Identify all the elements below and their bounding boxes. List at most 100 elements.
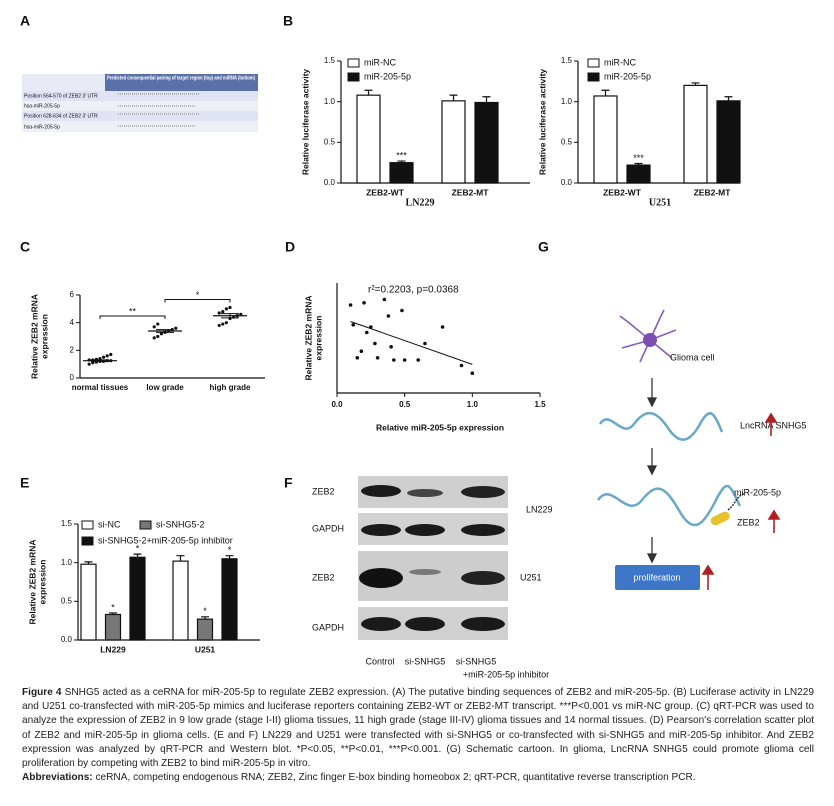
y-tick-label: 1.5 xyxy=(561,56,573,65)
bar xyxy=(221,558,238,641)
lane-label: si-SNHG5 xyxy=(405,656,446,666)
bar xyxy=(356,94,381,184)
significance-label: * xyxy=(196,290,200,300)
data-point xyxy=(156,334,160,339)
legend-label: miR-205-5p xyxy=(604,71,651,81)
table-row-label: hsa-miR-205-5p xyxy=(24,124,60,130)
y-tick-label: 0.5 xyxy=(561,137,573,146)
y-tick-label: 0 xyxy=(70,373,75,382)
blot-row-label: GAPDH xyxy=(312,523,344,533)
data-point xyxy=(224,321,228,325)
blot-bands xyxy=(359,485,505,631)
y-axis-label: Relative ZEB2 mRNA xyxy=(27,539,37,624)
x-axis-label: U251 xyxy=(649,197,671,208)
legend-label: si-SNHG5-2 xyxy=(156,519,205,529)
y-tick-label: 1.0 xyxy=(561,97,573,106)
y-axis-label: expression xyxy=(37,560,47,605)
data-point xyxy=(221,322,225,326)
error-bar xyxy=(601,89,610,96)
y-tick-label: 1.5 xyxy=(324,56,336,65)
data-point xyxy=(362,301,366,305)
significance-label: * xyxy=(111,602,115,612)
bar xyxy=(129,556,146,641)
data-point xyxy=(224,307,228,311)
mirna-strand xyxy=(727,493,745,511)
data-point xyxy=(87,362,91,366)
panel-letter: B xyxy=(283,13,293,29)
bar xyxy=(626,164,651,184)
y-tick-label: 6 xyxy=(70,290,75,299)
y-tick-label: 2 xyxy=(70,345,75,354)
up-arrows xyxy=(701,412,781,590)
legend-swatch xyxy=(81,536,94,546)
blot-row-label: ZEB2 xyxy=(312,572,335,582)
error-bar xyxy=(201,616,209,620)
bar xyxy=(172,560,189,641)
caption-label: Figure 4 xyxy=(22,687,62,698)
error-bar xyxy=(691,82,700,86)
data-point xyxy=(217,323,221,328)
data-point xyxy=(359,349,364,354)
significance-label: ** xyxy=(129,306,137,316)
x-tick-label: high grade xyxy=(210,383,251,392)
error-bar xyxy=(482,96,491,103)
error-bar xyxy=(156,329,174,333)
data-point xyxy=(364,330,369,335)
legend-swatch xyxy=(587,58,600,68)
error-bar xyxy=(91,359,109,363)
x-tick-label: 1.0 xyxy=(467,400,479,409)
data-point xyxy=(351,323,356,327)
panel-letter: A xyxy=(20,13,30,29)
caption: Figure 4 SNHG5 acted as a ceRNA for miR-… xyxy=(22,686,814,785)
data-point xyxy=(459,363,464,368)
y-tick-label: 0.5 xyxy=(61,596,73,605)
y-tick-label: 1.0 xyxy=(324,97,336,106)
table-row xyxy=(22,91,258,101)
legend-label: si-SNHG5-2+miR-205-5p inhibitor xyxy=(98,535,233,545)
abbreviations-text: ceRNA, competing endogenous RNA; ZEB2, Z… xyxy=(95,772,696,784)
node-label: miR-205-5p xyxy=(734,487,781,497)
y-axis-label: expression xyxy=(313,316,323,361)
data-point xyxy=(152,325,156,329)
comparison-bracket xyxy=(99,315,166,320)
legend-swatch xyxy=(347,58,360,68)
y-tick-label: 4 xyxy=(70,318,75,327)
y-tick-label: 0.0 xyxy=(324,178,336,187)
x-tick-label: low grade xyxy=(146,383,184,392)
x-tick-label: 0.5 xyxy=(399,400,411,409)
cell-body xyxy=(643,333,657,347)
bar xyxy=(80,563,97,641)
proliferation-box xyxy=(615,565,700,590)
node-label: ZEB2 xyxy=(737,517,760,527)
y-tick-label: 0.5 xyxy=(324,137,336,146)
data-point xyxy=(159,332,163,336)
bar xyxy=(683,84,708,184)
y-axis-label: Relative ZEB2 mRNA xyxy=(303,295,313,380)
table-cell xyxy=(22,74,105,91)
y-axis-label: expression xyxy=(39,314,49,359)
cell-line-label: LN229 xyxy=(526,504,553,514)
data-point xyxy=(386,314,391,318)
bar xyxy=(104,613,122,641)
error-bar xyxy=(176,555,185,562)
data-point xyxy=(373,341,377,346)
x-tick-label: U251 xyxy=(195,644,216,654)
error-bar xyxy=(109,612,117,615)
data-point xyxy=(156,322,160,326)
caption-text: SNHG5 acted as a ceRNA for miR-205-5p to… xyxy=(22,687,814,770)
error-bar xyxy=(221,313,239,319)
table-header-cell xyxy=(105,74,258,91)
error-bar xyxy=(397,160,406,163)
bar xyxy=(441,100,466,184)
error-bar xyxy=(133,553,142,558)
blot-row-label: GAPDH xyxy=(312,622,344,632)
error-bar xyxy=(634,162,643,166)
data-point xyxy=(389,345,393,349)
y-tick-label: 1.0 xyxy=(61,558,73,567)
panel-letter: F xyxy=(284,475,293,491)
fit-line xyxy=(350,321,473,365)
table-row-label: Position 628-634 of ZEB2 3' UTR xyxy=(24,113,98,119)
x-axis-label: LN229 xyxy=(406,197,435,208)
panel-letter: E xyxy=(20,475,29,491)
